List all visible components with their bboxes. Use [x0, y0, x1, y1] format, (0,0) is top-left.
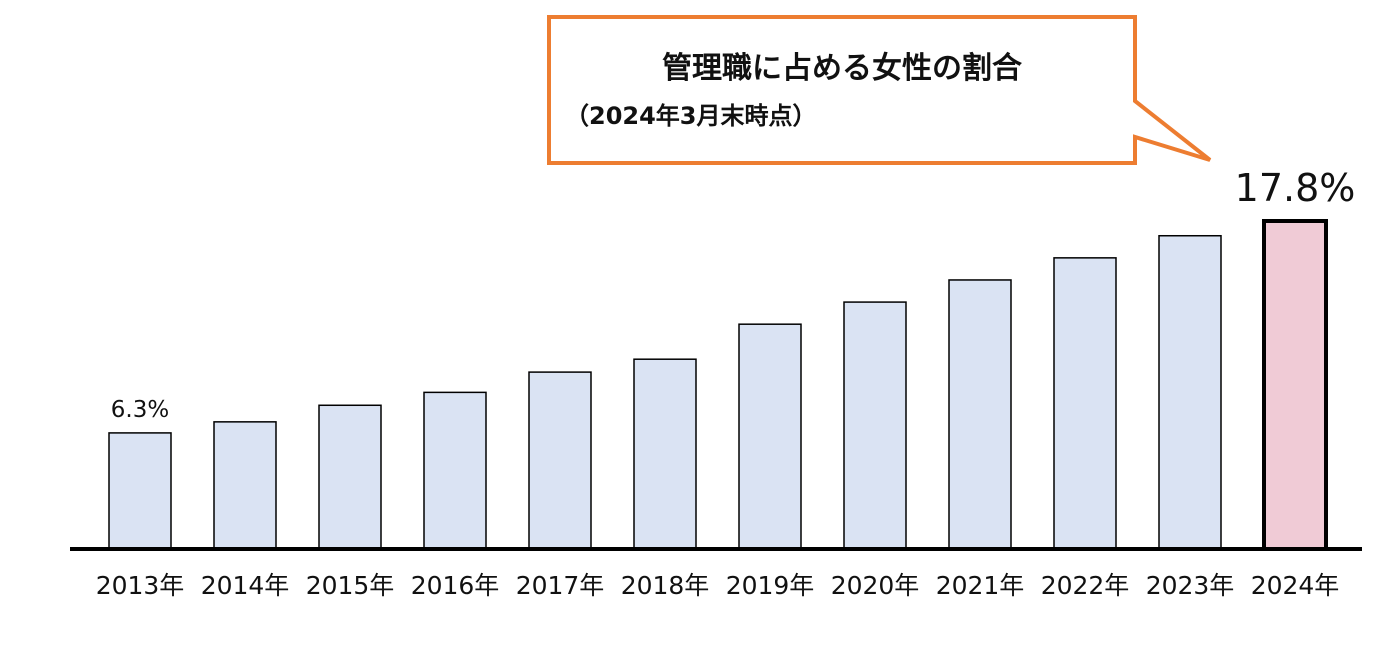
callout-subtitle: （2024年3月末時点） [565, 102, 817, 130]
x-tick-label: 2023年 [1146, 571, 1235, 600]
data-label: 6.3% [111, 397, 169, 423]
data-labels: 6.3% 17.8% [111, 166, 1356, 423]
bar-2018 [633, 358, 697, 550]
data-label: 17.8% [1235, 166, 1356, 210]
x-tick-label: 2015年 [306, 571, 395, 600]
x-tick-label: 2018年 [621, 571, 710, 600]
bar-2019 [738, 323, 802, 550]
x-tick-label: 2020年 [831, 571, 920, 600]
bar-2021 [948, 279, 1012, 550]
callout-box: 管理職に占める女性の割合 （2024年3月末時点） [547, 15, 1212, 165]
bar-2015 [318, 404, 382, 550]
bar-2024 [1262, 219, 1328, 551]
x-tick-label: 2013年 [96, 571, 185, 600]
x-tick-label: 2014年 [201, 571, 290, 600]
x-tick-label: 2024年 [1251, 571, 1340, 600]
bar-2013 [108, 432, 172, 550]
bars-group [108, 219, 1328, 551]
x-tick-label: 2022年 [1041, 571, 1130, 600]
bar-2023 [1158, 234, 1222, 550]
callout-title: 管理職に占める女性の割合 [662, 51, 1022, 86]
x-tick-label: 2021年 [936, 571, 1025, 600]
bar-2020 [843, 301, 907, 550]
x-tick-label: 2016年 [411, 571, 500, 600]
callout-bubble [547, 15, 1212, 165]
bar-2022 [1053, 257, 1117, 550]
x-tick-labels: 2013年 2014年 2015年 2016年 2017年 2018年 2019年 2020年… [96, 571, 1340, 600]
bar-2017 [528, 371, 592, 550]
x-tick-label: 2019年 [726, 571, 815, 600]
bar-2014 [213, 421, 277, 550]
bar-2016 [423, 391, 487, 550]
x-tick-label: 2017年 [516, 571, 605, 600]
